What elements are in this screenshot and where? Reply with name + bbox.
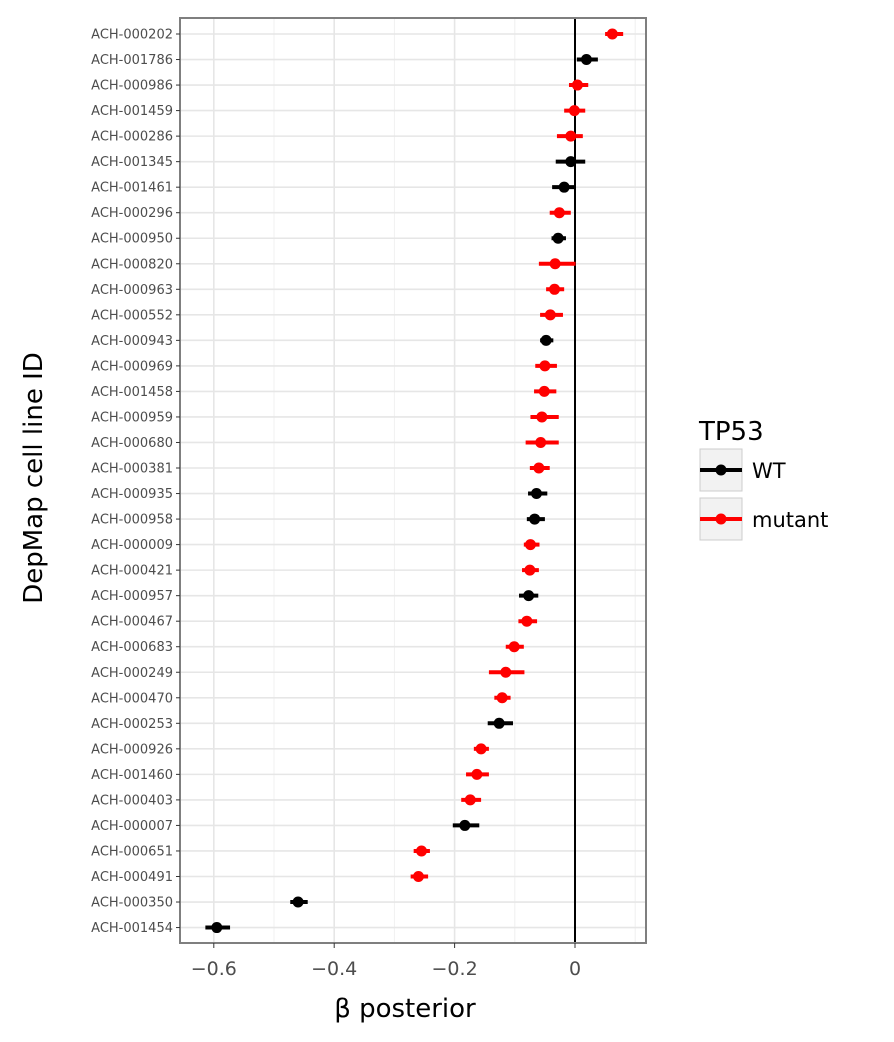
- y-tick-label: ACH-000926: [91, 742, 173, 757]
- point-ACH-000421: [524, 564, 536, 576]
- point-ACH-000202: [606, 28, 618, 40]
- major-gridlines: [180, 18, 646, 943]
- y-tick-label: ACH-000963: [91, 283, 173, 298]
- point-ACH-000253: [493, 717, 505, 729]
- y-tick-label: ACH-000491: [91, 870, 173, 885]
- legend: TP53 WT mutant: [698, 417, 828, 541]
- y-tick-label: ACH-000470: [91, 691, 173, 706]
- y-tick-label: ACH-001458: [91, 385, 173, 400]
- y-tick-label: ACH-000969: [91, 359, 173, 374]
- point-ACH-000963: [549, 283, 561, 295]
- y-tick-label: ACH-001460: [91, 768, 173, 783]
- point-ACH-001345: [565, 156, 577, 168]
- point-ACH-001459: [568, 105, 580, 117]
- x-tick-label: −0.4: [311, 958, 357, 980]
- y-tick-label: ACH-000421: [91, 564, 173, 579]
- point-ACH-000651: [415, 845, 427, 857]
- y-tick-label: ACH-000950: [91, 232, 173, 247]
- point-ACH-000969: [539, 360, 551, 372]
- y-tick-label: ACH-001454: [91, 921, 173, 936]
- x-axis-ticks: −0.6 −0.4 −0.2 0: [191, 943, 581, 980]
- point-ACH-000286: [565, 130, 577, 142]
- y-tick-label: ACH-001459: [91, 104, 173, 119]
- y-tick-label: ACH-000986: [91, 79, 173, 94]
- x-axis-title: β posterior: [334, 994, 476, 1024]
- legend-label-WT: WT: [752, 459, 786, 483]
- y-tick-label: ACH-000935: [91, 487, 173, 502]
- point-ACH-001454: [211, 922, 223, 934]
- point-ACH-001461: [558, 181, 570, 193]
- y-tick-label: ACH-000552: [91, 308, 173, 323]
- point-ACH-000470: [496, 692, 508, 704]
- y-tick-label: ACH-000943: [91, 334, 173, 349]
- point-ACH-001458: [538, 385, 550, 397]
- x-tick-label: 0: [569, 958, 581, 980]
- legend-entries: WT mutant: [699, 448, 828, 541]
- point-ACH-000491: [412, 870, 424, 882]
- y-tick-label: ACH-000286: [91, 130, 173, 145]
- point-ACH-000958: [529, 513, 541, 525]
- legend-key-point: [715, 464, 727, 476]
- point-ACH-000296: [553, 207, 565, 219]
- minor-gridlines: [273, 18, 636, 943]
- point-ACH-000552: [544, 309, 556, 321]
- y-tick-label: ACH-000249: [91, 666, 173, 681]
- y-tick-label: ACH-000959: [91, 410, 173, 425]
- y-tick-label: ACH-000403: [91, 793, 173, 808]
- y-tick-label: ACH-000957: [91, 589, 173, 604]
- y-tick-label: ACH-000683: [91, 640, 173, 655]
- y-tick-label: ACH-001461: [91, 181, 173, 196]
- y-tick-label: ACH-000007: [91, 819, 173, 834]
- point-ACH-000950: [552, 232, 564, 244]
- point-ACH-000820: [549, 258, 561, 270]
- point-ACH-000007: [459, 819, 471, 831]
- point-ACH-001786: [580, 54, 592, 66]
- point-ACH-000381: [533, 462, 545, 474]
- y-tick-label: ACH-000651: [91, 844, 173, 859]
- legend-title: TP53: [698, 417, 764, 447]
- point-ACH-000249: [500, 666, 512, 678]
- y-tick-label: ACH-000467: [91, 615, 173, 630]
- point-ACH-000467: [521, 615, 533, 627]
- point-ACH-001460: [471, 768, 483, 780]
- y-tick-label: ACH-000381: [91, 462, 173, 477]
- point-ACH-000957: [523, 590, 535, 602]
- y-tick-label: ACH-000820: [91, 257, 173, 272]
- point-ACH-000935: [530, 488, 542, 500]
- y-tick-label: ACH-001345: [91, 155, 173, 170]
- data-marks: [205, 28, 624, 934]
- y-tick-label: ACH-001786: [91, 53, 173, 68]
- point-ACH-000943: [540, 334, 552, 346]
- y-tick-label: ACH-000958: [91, 513, 173, 528]
- x-tick-label: −0.2: [432, 958, 478, 980]
- point-ACH-000680: [535, 436, 547, 448]
- x-tick-label: −0.6: [191, 958, 237, 980]
- point-ACH-000009: [524, 539, 536, 551]
- y-tick-label: ACH-000009: [91, 538, 173, 553]
- point-ACH-000350: [292, 896, 304, 908]
- legend-label-mutant: mutant: [752, 508, 828, 532]
- y-tick-label: ACH-000202: [91, 28, 173, 43]
- point-ACH-000959: [536, 411, 548, 423]
- point-ACH-000926: [475, 743, 487, 755]
- point-ACH-000986: [571, 79, 583, 91]
- y-tick-label: ACH-000253: [91, 717, 173, 732]
- point-ACH-000403: [464, 794, 476, 806]
- y-tick-label: ACH-000350: [91, 896, 173, 911]
- y-axis-tick-labels: ACH-000202 ACH-001786 ACH-000986 ACH-001459…: [91, 28, 180, 936]
- legend-key-point: [715, 513, 727, 525]
- y-axis-title: DepMap cell line ID: [19, 352, 49, 604]
- y-tick-label: ACH-000296: [91, 206, 173, 221]
- point-ACH-000683: [508, 641, 520, 653]
- plot-panel-border: [179, 17, 647, 944]
- y-tick-label: ACH-000680: [91, 436, 173, 451]
